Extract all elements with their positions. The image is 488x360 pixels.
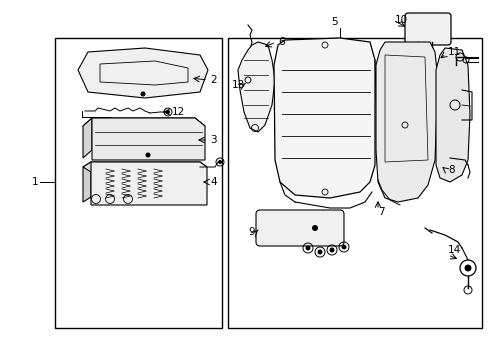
FancyBboxPatch shape [404, 13, 450, 45]
Text: 8: 8 [447, 165, 454, 175]
Polygon shape [83, 162, 206, 172]
Text: 12: 12 [172, 107, 185, 117]
Text: 4: 4 [209, 177, 216, 187]
Text: 9: 9 [247, 227, 254, 237]
Circle shape [146, 153, 150, 157]
Polygon shape [83, 118, 92, 158]
Polygon shape [238, 42, 274, 132]
Circle shape [464, 265, 470, 271]
Text: 2: 2 [209, 75, 216, 85]
Polygon shape [273, 38, 374, 198]
Polygon shape [78, 48, 207, 98]
Circle shape [317, 250, 321, 254]
Polygon shape [91, 162, 206, 205]
Text: 5: 5 [331, 17, 338, 27]
Text: 1: 1 [32, 177, 39, 187]
FancyBboxPatch shape [256, 210, 343, 246]
Text: 6: 6 [278, 37, 284, 47]
Polygon shape [83, 162, 91, 202]
Polygon shape [83, 118, 204, 135]
Circle shape [341, 245, 346, 249]
Circle shape [312, 225, 317, 230]
Text: 7: 7 [377, 207, 384, 217]
Circle shape [305, 246, 309, 250]
Circle shape [329, 248, 333, 252]
Circle shape [141, 92, 145, 96]
Polygon shape [435, 48, 469, 182]
Polygon shape [92, 118, 204, 160]
Text: 3: 3 [209, 135, 216, 145]
Polygon shape [375, 42, 437, 202]
Circle shape [166, 111, 169, 113]
Text: 10: 10 [394, 15, 407, 25]
Text: 14: 14 [447, 245, 460, 255]
Text: 11: 11 [447, 47, 460, 57]
Text: 13: 13 [231, 80, 245, 90]
Circle shape [218, 161, 221, 163]
